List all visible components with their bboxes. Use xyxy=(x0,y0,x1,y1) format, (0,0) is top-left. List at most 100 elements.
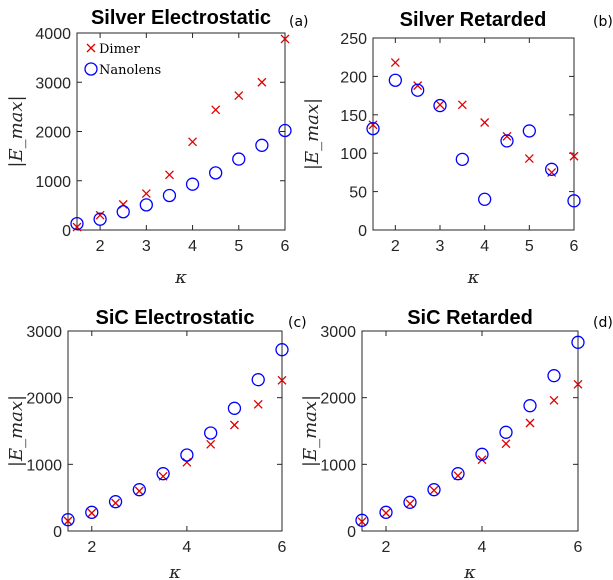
dimer-point xyxy=(72,222,82,232)
nanolens-point xyxy=(451,467,465,481)
dimer-point xyxy=(435,100,445,110)
dimer-point xyxy=(206,439,216,449)
x-tick-label: 2 xyxy=(87,539,96,556)
x-tick-label: 2 xyxy=(391,238,400,255)
nanolens-point xyxy=(355,513,369,527)
x-tick-label: 6 xyxy=(570,238,579,255)
dimer-point xyxy=(134,486,144,496)
panel-1: Dimer Nanolens xyxy=(70,32,292,232)
legend-dimer-label: Dimer xyxy=(99,42,141,57)
nanolens-point xyxy=(547,369,561,383)
dimer-point xyxy=(405,499,415,509)
y-tick-label: 100 xyxy=(340,146,367,163)
legend-nanolens-label: Nanolens xyxy=(99,63,161,78)
nanolens-point xyxy=(227,401,242,415)
dimer-point xyxy=(188,137,198,147)
y-axis-label-text: |E_max| xyxy=(300,395,321,467)
x-axis-label: κ xyxy=(467,267,480,288)
plot-area xyxy=(361,330,579,532)
nanolens-point xyxy=(108,495,123,509)
dimer-point xyxy=(390,58,400,68)
chart-title: Silver Electrostatic xyxy=(91,7,271,29)
y-tick-label: 50 xyxy=(349,185,367,202)
dimer-point xyxy=(229,420,239,430)
x-axis-label: κ xyxy=(463,562,476,580)
y-tick-label: 3000 xyxy=(320,324,356,341)
x-tick-label: 5 xyxy=(525,238,534,255)
nanolens-point xyxy=(475,447,489,461)
dimer-point xyxy=(525,418,535,428)
panel-4 xyxy=(355,330,585,532)
nanolens-point xyxy=(61,513,75,527)
nanolens-point xyxy=(403,495,417,509)
nanolens-point xyxy=(162,188,177,203)
x-axis-label: κ xyxy=(174,267,187,288)
chart-title: Silver Retarded xyxy=(400,9,547,31)
y-tick-label: 0 xyxy=(358,223,367,240)
x-axis-label: κ xyxy=(168,562,181,580)
y-axis-label-text: |E_max| xyxy=(6,395,27,467)
dimer-point xyxy=(413,81,423,91)
y-tick-label: 2000 xyxy=(320,391,356,408)
nanolens-point xyxy=(388,73,402,87)
dimer-point xyxy=(87,508,97,518)
x-tick-label: 6 xyxy=(278,539,287,556)
y-axis-label: |E_max| xyxy=(6,95,27,167)
y-tick-label: 2000 xyxy=(35,125,71,142)
dimer-point xyxy=(524,154,534,164)
nanolens-point xyxy=(180,448,194,462)
dimer-point xyxy=(95,210,105,220)
dimer-point xyxy=(234,91,244,101)
nanolens-point xyxy=(499,425,513,439)
chart-title: SiC Electrostatic xyxy=(96,307,255,329)
x-tick-label: 4 xyxy=(480,238,489,255)
dimer-point xyxy=(111,498,121,508)
nanolens-point xyxy=(427,483,441,497)
nanolens-point xyxy=(455,152,469,166)
dimer-point xyxy=(457,100,467,110)
nanolens-point xyxy=(567,194,581,208)
y-tick-label: 3000 xyxy=(35,75,71,92)
y-tick-label: 0 xyxy=(347,524,356,541)
dimer-point xyxy=(211,105,221,115)
y-tick-label: 1000 xyxy=(26,457,62,474)
panel-3 xyxy=(61,330,289,532)
y-axis-label: |E_max| xyxy=(300,395,321,467)
chart-title: SiC Retarded xyxy=(407,307,533,329)
plot-area xyxy=(372,37,575,231)
dimer-point xyxy=(381,508,391,518)
nanolens-point xyxy=(411,83,425,97)
nanolens-point xyxy=(93,212,107,226)
nanolens-point xyxy=(116,205,130,219)
nanolens-point xyxy=(255,138,269,152)
dimer-point xyxy=(63,516,73,526)
dimer-point xyxy=(164,170,174,180)
y-tick-label: 0 xyxy=(53,524,62,541)
dimer-point xyxy=(501,439,511,449)
nanolens-point xyxy=(275,343,289,357)
x-tick-label: 4 xyxy=(182,539,191,556)
panel-2 xyxy=(366,37,581,231)
nanolens-point xyxy=(85,505,99,519)
nanolens-point xyxy=(522,124,536,138)
dimer-point xyxy=(253,399,263,409)
x-tick-label: 6 xyxy=(281,238,290,255)
plot-area xyxy=(67,330,283,532)
legend-nanolens-marker xyxy=(84,62,98,76)
x-tick-label: 4 xyxy=(188,238,197,255)
panel-label: (d) xyxy=(593,315,613,331)
nanolens-point xyxy=(379,505,393,519)
nanolens-point xyxy=(70,216,84,231)
x-tick-label: 3 xyxy=(142,238,151,255)
nanolens-point xyxy=(523,399,537,413)
dimer-point xyxy=(277,375,287,385)
x-tick-label: 6 xyxy=(574,539,583,556)
y-tick-label: 2000 xyxy=(26,391,62,408)
nanolens-point xyxy=(278,123,292,138)
nanolens-point xyxy=(139,198,153,212)
nanolens-point xyxy=(545,162,559,176)
y-axis-label-text: |E_max| xyxy=(6,95,27,167)
dimer-point xyxy=(573,379,583,389)
dimer-point xyxy=(280,34,290,44)
